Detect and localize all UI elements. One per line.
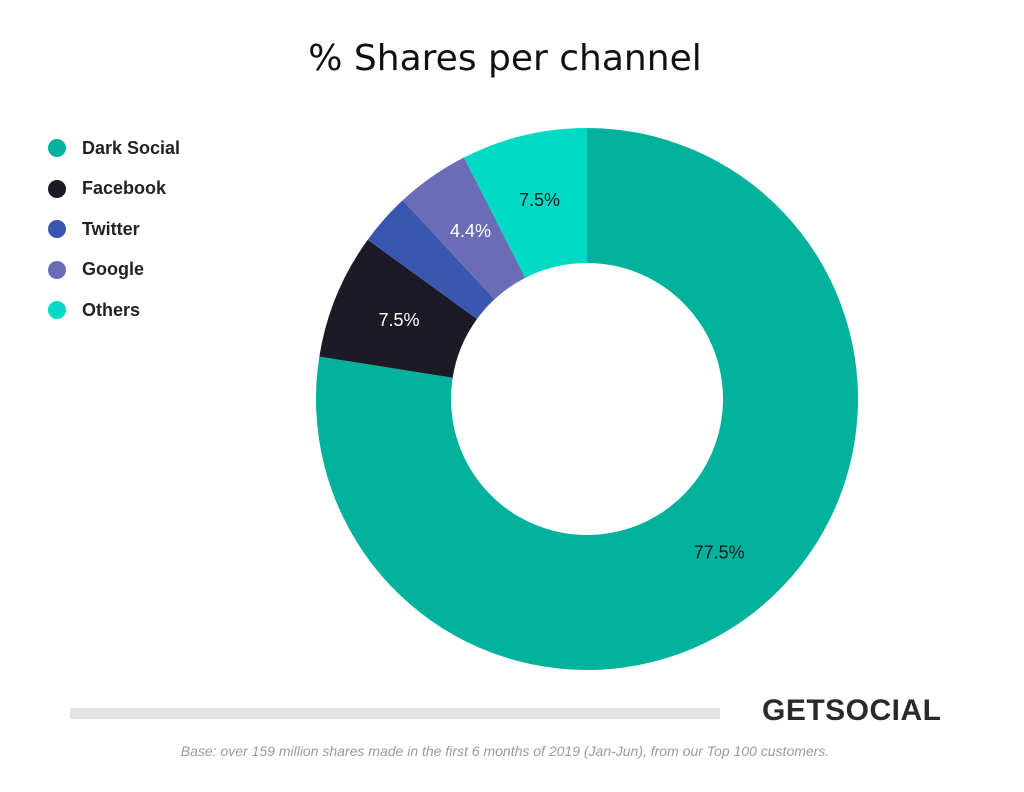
legend-swatch-google (48, 260, 66, 279)
legend-item-dark-social: Dark Social (48, 128, 180, 169)
slice-google (402, 157, 526, 300)
slice-twitter (367, 200, 495, 320)
slice-facebook (319, 239, 477, 378)
brand-logo: GETSOCIAL (762, 694, 942, 727)
legend-label-facebook: Facebook (82, 178, 167, 199)
data-label-others: 7.5% (519, 190, 560, 210)
legend-label-others: Others (82, 299, 141, 320)
legend-label-dark-social: Dark Social (82, 137, 181, 158)
legend-swatch-facebook (48, 179, 66, 198)
legend-swatch-others (48, 301, 66, 320)
legend-swatch-dark-social (48, 139, 66, 158)
legend-item-google: Google (48, 250, 180, 291)
legend-item-others: Others (48, 290, 180, 331)
legend-swatch-twitter (48, 220, 66, 239)
legend-label-twitter: Twitter (82, 218, 140, 239)
divider-bar (70, 708, 720, 719)
chart-title: % Shares per channel (308, 38, 702, 79)
legend-item-facebook: Facebook (48, 169, 180, 210)
footnote: Base: over 159 million shares made in th… (180, 743, 830, 759)
slice-others (463, 128, 587, 278)
data-label-facebook: 7.5% (378, 310, 419, 330)
data-label-google: 4.4% (450, 221, 491, 241)
legend: Dark Social Facebook Twitter Google Othe… (48, 128, 180, 331)
legend-label-google: Google (82, 259, 144, 280)
slice-dark-social (316, 128, 858, 670)
data-label-dark-social: 77.5% (694, 542, 745, 562)
legend-item-twitter: Twitter (48, 209, 180, 250)
